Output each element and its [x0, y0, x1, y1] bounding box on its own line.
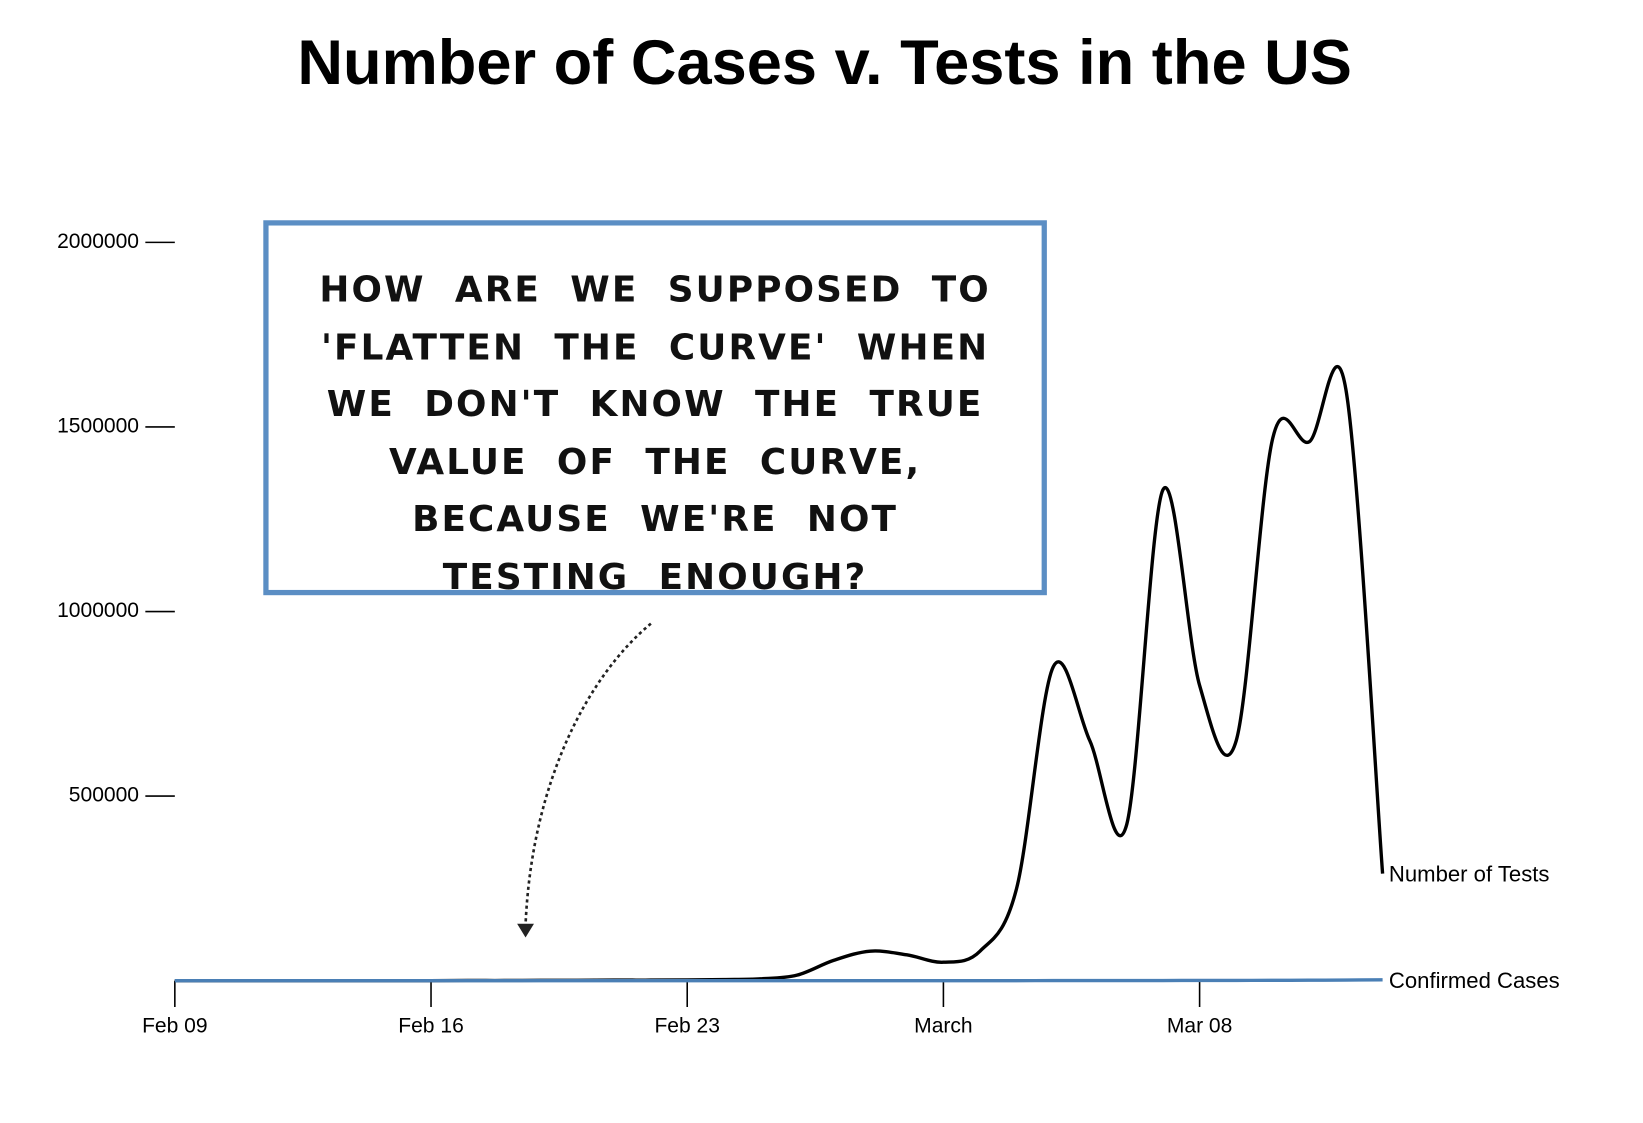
annotation-box [263, 220, 1047, 596]
series-line [174, 978, 1383, 983]
annotation-arrow [524, 622, 652, 925]
x-tick-label: Feb 09 [142, 1015, 208, 1038]
series-label: Number of Tests [1389, 862, 1550, 887]
x-tick-label: March [914, 1015, 972, 1038]
x-tick-label: Feb 16 [398, 1015, 464, 1038]
annotation-area: HOW ARE WE SUPPOSED TO 'FLATTEN THE CURV… [319, 268, 991, 590]
annotation: HOW ARE WE SUPPOSED TO 'FLATTEN THE CURV… [319, 268, 991, 590]
series-label: Confirmed Cases [1389, 968, 1560, 993]
y-tick-label: 2000000 [57, 230, 139, 253]
y-tick-label: 500000 [69, 784, 139, 807]
x-tick-label: Feb 23 [654, 1015, 720, 1038]
plot: 500000 1000000 1500000 2000000 Feb 09 Feb 16 F… [57, 230, 1560, 1038]
chart-title: Number of Cases v. Tests in the US [297, 28, 1352, 98]
y-tick-label: 1000000 [57, 599, 139, 622]
arrow-head [517, 923, 534, 938]
x-tick-label: Mar 08 [1167, 1015, 1233, 1038]
y-tick-label: 1500000 [57, 415, 139, 438]
